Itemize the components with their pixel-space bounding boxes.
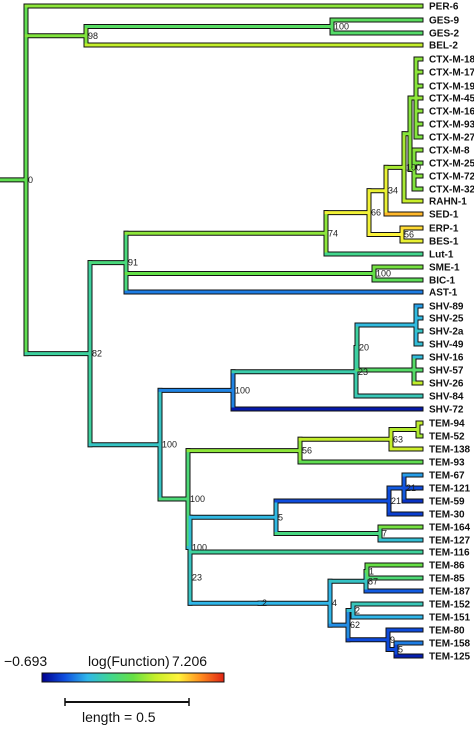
- leaf-label-bel-2: BEL-2: [429, 41, 458, 52]
- leaf-label-ctx-m-27: CTX-M-27: [429, 133, 474, 144]
- leaf-label-ctx-m-18: CTX-M-18: [429, 55, 474, 66]
- leaf-label-tem-151: TEM-151: [429, 613, 471, 624]
- leaf-label-shv-84: SHV-84: [429, 392, 464, 403]
- support-label-tem_c1: 21: [391, 496, 401, 506]
- leaf-label-ges-9: GES-9: [429, 16, 459, 27]
- support-label-tem_d: 23: [192, 573, 202, 583]
- leaf-label-ges-2: GES-2: [429, 29, 459, 40]
- leaf-label-ctx-m-45: CTX-M-45: [429, 94, 474, 105]
- support-label-tem_94_52: 63: [393, 434, 403, 444]
- legend: −0.693 log(Function) 7.206 length = 0.5: [4, 653, 225, 725]
- support-label-root: 0: [28, 175, 33, 185]
- support-label-sme_bic: 100: [376, 269, 391, 279]
- leaf-label-tem-85: TEM-85: [429, 574, 465, 585]
- leaf-label-ctx-m-19: CTX-M-19: [429, 82, 474, 93]
- leaf-label-tem-164: TEM-164: [429, 523, 471, 534]
- leaf-label-shv-26: SHV-26: [429, 379, 464, 390]
- leaf-label-tem-94: TEM-94: [429, 419, 465, 430]
- support-label-tem_80_158: 9: [390, 635, 395, 645]
- leaf-label-tem-80: TEM-80: [429, 626, 465, 637]
- support-label-shv_sub: 23: [358, 367, 368, 377]
- leaf-label-shv-2a: SHV-2a: [429, 327, 464, 338]
- leaf-label-erp-1: ERP-1: [429, 224, 459, 235]
- support-label-tem_152_151: 2: [355, 606, 360, 616]
- leaf-label-tem-158: TEM-158: [429, 639, 471, 650]
- support-label-tem_164_127: 7: [382, 529, 387, 539]
- support-label-ctx_rahn_sed: 34: [388, 186, 398, 196]
- colorbar-title: log(Function): [88, 653, 170, 669]
- leaf-label-bic-1: BIC-1: [429, 276, 456, 287]
- leaf-label-bes-1: BES-1: [429, 237, 459, 248]
- leaf-label-ctx-m-17: CTX-M-17: [429, 68, 474, 79]
- leaf-label-tem-59: TEM-59: [429, 497, 465, 508]
- colorbar-min: −0.693: [4, 653, 47, 669]
- scale-bar-label: length = 0.5: [82, 709, 156, 725]
- leaf-label-tem-187: TEM-187: [429, 587, 471, 598]
- leaf-label-tem-121: TEM-121: [429, 484, 471, 495]
- leaf-label-ctx-m-93: CTX-M-93: [429, 120, 474, 131]
- leaf-label-sme-1: SME-1: [429, 263, 460, 274]
- support-label-tem_86_85: 1: [369, 567, 374, 577]
- leaf-label-sed-1: SED-1: [429, 210, 459, 221]
- colorbar: [41, 672, 225, 683]
- leaf-label-tem-93: TEM-93: [429, 458, 465, 469]
- leaf-label-shv-25: SHV-25: [429, 314, 464, 325]
- support-label-shv: 100: [235, 385, 250, 395]
- support-label-erp_bes: 56: [404, 230, 414, 240]
- leaf-label-shv-72: SHV-72: [429, 405, 464, 416]
- support-label-shv_tem: 100: [162, 440, 177, 450]
- leaf-label-tem-67: TEM-67: [429, 471, 465, 482]
- leaf-label-tem-116: TEM-116: [429, 548, 470, 559]
- leaf-label-shv-89: SHV-89: [429, 302, 464, 313]
- support-label-tem_e: 2: [262, 598, 267, 608]
- leaf-label-tem-152: TEM-152: [429, 600, 471, 611]
- leaf-label-lut-1: Lut-1: [429, 250, 454, 261]
- leaf-label-ctx-m-16: CTX-M-16: [429, 107, 474, 118]
- leaf-label-ctx-m-25: CTX-M-25: [429, 159, 474, 170]
- support-label-tem_e1: 4: [332, 598, 337, 608]
- leaf-label-ctx-m-32: CTX-M-32: [429, 185, 474, 196]
- leaf-label-tem-125: TEM-125: [429, 652, 471, 663]
- leaf-label-ctx-m-8: CTX-M-8: [429, 146, 470, 157]
- leaf-label-ctx-m-72: CTX-M-72: [429, 172, 474, 183]
- support-label-ctx_sed_lut: 74: [328, 228, 338, 238]
- support-label-ges_bel: 98: [88, 31, 98, 41]
- leaf-label-tem-86: TEM-86: [429, 561, 465, 572]
- branch-support-labels: 0981008291746634561001001001002320100566…: [28, 22, 421, 655]
- leaf-label-per-6: PER-6: [429, 2, 459, 13]
- support-label-tem_158_125: 5: [398, 645, 403, 655]
- support-label-ges: 100: [334, 22, 349, 32]
- support-label-ctx_sed: 66: [371, 208, 381, 218]
- support-label-ctx_rahn: 100: [406, 162, 421, 172]
- leaf-label-tem-52: TEM-52: [429, 432, 465, 443]
- leaf-label-rahn-1: RAHN-1: [429, 197, 467, 208]
- support-label-tem: 100: [190, 494, 205, 504]
- leaf-label-ast-1: AST-1: [429, 288, 458, 299]
- support-label-tem_b: 100: [192, 542, 207, 552]
- support-label-nonclassA: 91: [128, 258, 138, 268]
- leaf-label-tem-30: TEM-30: [429, 510, 465, 521]
- support-label-main: 82: [92, 349, 102, 359]
- leaf-label-tem-138: TEM-138: [429, 445, 471, 456]
- leaf-label-shv-16: SHV-16: [429, 353, 464, 364]
- colorbar-max: 7.206: [172, 653, 207, 669]
- support-label-tem_a: 56: [302, 446, 312, 456]
- leaf-label-shv-57: SHV-57: [429, 366, 464, 377]
- support-label-tem_67_121: 21: [406, 483, 416, 493]
- support-label-tem_e2: 87: [368, 576, 378, 586]
- support-label-tem_c: 5: [278, 512, 283, 522]
- leaf-label-shv-49: SHV-49: [429, 340, 464, 351]
- support-label-tem_e3: 62: [350, 620, 360, 630]
- leaf-label-tem-127: TEM-127: [429, 536, 471, 547]
- support-label-shv_a: 20: [359, 343, 369, 353]
- tree-branches: [0, 3, 424, 659]
